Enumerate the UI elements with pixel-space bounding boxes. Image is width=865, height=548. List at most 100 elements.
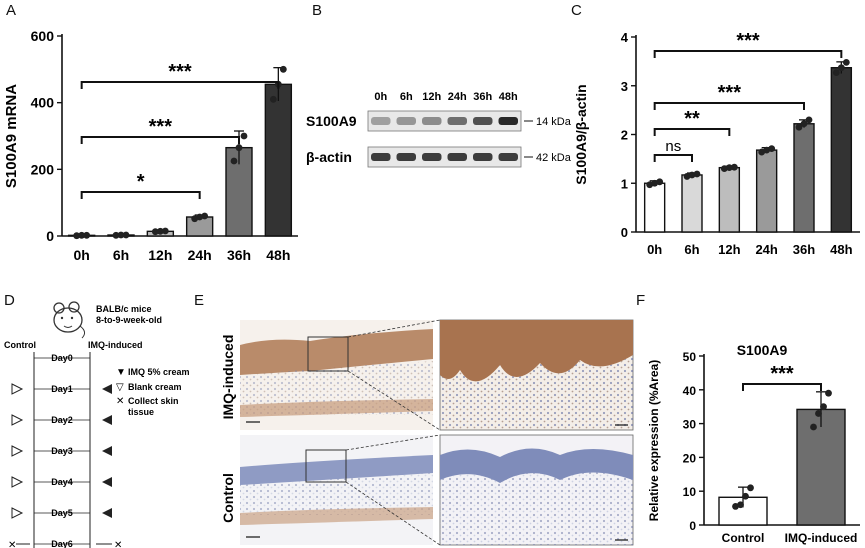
legend-text: IMQ 5% cream: [128, 367, 190, 377]
f-title: S100A9: [737, 342, 788, 358]
timeline-schematic: BALB/c mice 8-to-9-week-old Control IMQ-…: [4, 301, 190, 548]
a-xtick-label: 0h: [73, 247, 89, 263]
c-point: [693, 170, 701, 178]
imq-cream-marker: [102, 384, 112, 394]
blot-strip: [367, 146, 522, 168]
blot-band: [447, 117, 467, 125]
f-point: [742, 492, 749, 500]
a-ytick-label: 200: [31, 161, 55, 177]
c-xtick-label: 0h: [647, 242, 662, 257]
panel-label-c: C: [571, 2, 582, 19]
c-sig-label: ns: [665, 138, 681, 155]
collect-marker: ✕: [8, 540, 16, 548]
f-xtick-label: Control: [722, 531, 765, 545]
c-point: [842, 58, 850, 66]
control-heading: Control: [4, 340, 36, 350]
a-point: [240, 132, 248, 140]
blot-kda-label: 42 kDa: [536, 152, 572, 164]
c-xtick-label: 48h: [830, 242, 852, 257]
blot-band: [396, 117, 416, 125]
blot-lane-label: 24h: [448, 91, 467, 103]
f-point: [747, 484, 754, 492]
chart-f: S100A9 0 10 20 30 40 50 Relative expression (%A…: [647, 342, 860, 545]
blank-cream-marker: [11, 383, 24, 395]
f-point: [810, 423, 817, 431]
f-ytick-label: 30: [683, 418, 697, 432]
day-label: Day6: [51, 539, 73, 548]
mouse-icon: [53, 301, 86, 339]
c-bar: [830, 67, 853, 233]
c-xtick-label: 6h: [684, 242, 699, 257]
c-ytick-label: 1: [621, 176, 628, 191]
day-label: Day4: [51, 477, 73, 487]
f-ytick-label: 50: [683, 350, 697, 364]
f-sig-label: ***: [770, 363, 794, 385]
a-point: [161, 227, 169, 235]
f-ytick-label: 0: [689, 519, 696, 533]
c-sig-bracket: [653, 102, 805, 110]
f-point: [820, 403, 827, 411]
a-bar: [264, 83, 293, 237]
imq-cream-marker: [102, 446, 112, 456]
a-point: [156, 227, 164, 235]
panel-label-d: D: [4, 292, 15, 309]
f-point: [737, 501, 744, 509]
a-sig-label: *: [137, 171, 145, 193]
day-label: Day0: [51, 353, 73, 363]
c-ylabel: S100A9/β-actin: [573, 84, 589, 184]
imq-lowmag-image: [240, 320, 433, 430]
c-sig-bracket: [653, 154, 693, 162]
f-ytick-label: 10: [683, 485, 697, 499]
row-label-imq: IMQ-induced: [220, 335, 236, 420]
collect-marker: ✕: [114, 540, 122, 548]
blot-band: [422, 117, 442, 125]
blot-lane-label: 48h: [499, 91, 518, 103]
blot-kda-label: 14 kDa: [536, 116, 572, 128]
a-point: [235, 144, 243, 152]
a-sig-label: ***: [168, 61, 192, 83]
day-label: Day3: [51, 446, 73, 456]
c-point: [832, 69, 840, 76]
blank-cream-marker: [11, 476, 24, 488]
mouse-age: 8-to-9-week-old: [96, 315, 162, 325]
c-sig-label: ***: [736, 30, 760, 52]
imq-cream-marker: [102, 415, 112, 425]
c-point: [800, 120, 808, 128]
a-point: [73, 232, 81, 240]
c-sig-label: **: [684, 108, 700, 130]
blot-band: [473, 117, 493, 125]
a-point: [279, 65, 287, 73]
imq-highmag-image: [439, 319, 634, 431]
imq-cream-marker: [102, 477, 112, 487]
c-point: [805, 116, 813, 124]
blot-band: [498, 117, 518, 125]
a-ylabel: S100A9 mRNA: [3, 84, 20, 188]
panel-label-b: B: [312, 2, 323, 19]
c-point: [730, 163, 738, 171]
blot-band: [498, 153, 518, 161]
c-bar: [718, 166, 741, 233]
a-ytick-label: 600: [31, 28, 55, 44]
legend-symbol: ✕: [116, 396, 124, 407]
c-xtick-label: 24h: [755, 242, 777, 257]
a-sig-label: ***: [149, 116, 173, 138]
f-sig-bracket: [742, 383, 822, 391]
a-xtick-label: 48h: [266, 247, 290, 263]
f-point: [825, 389, 832, 397]
c-xtick-label: 12h: [718, 242, 740, 257]
a-xtick-label: 6h: [113, 247, 129, 263]
blot-strip: [367, 110, 522, 132]
imq-cream-marker: [102, 508, 112, 518]
a-ytick-label: 0: [46, 228, 54, 244]
day-label: Day2: [51, 415, 73, 425]
a-point: [201, 212, 209, 220]
blot-band: [371, 153, 391, 161]
c-point: [656, 178, 664, 186]
a-xtick-label: 36h: [227, 247, 251, 263]
blot-band: [371, 117, 391, 125]
a-point: [112, 231, 120, 239]
c-sig-bracket: [653, 128, 731, 136]
c-point: [795, 123, 803, 131]
